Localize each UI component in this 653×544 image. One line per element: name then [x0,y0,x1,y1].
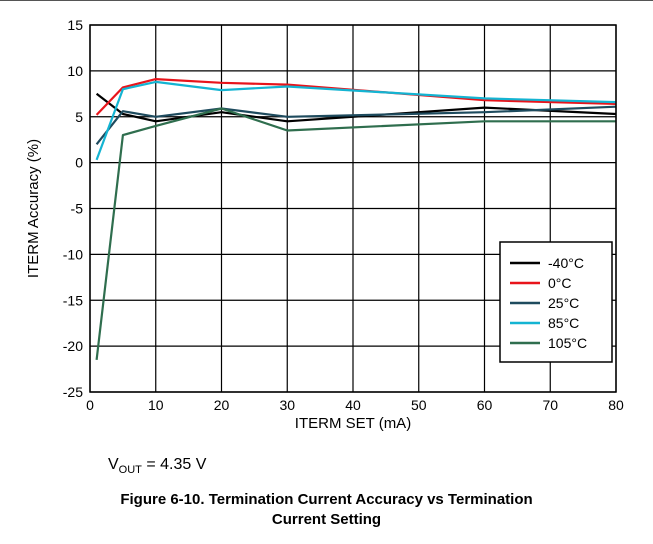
y-tick-labels: 15 10 5 0 -5 -10 -15 -20 -25 [63,17,83,400]
figure-caption-line-1: Figure 6-10. Termination Current Accurac… [120,491,533,508]
y-axis-label: ITERM Accuracy (%) [25,139,42,278]
x-tick-label: 0 [86,397,94,413]
y-tick-label: -15 [63,292,83,308]
y-tick-label: -20 [63,338,83,354]
x-tick-label: 40 [345,397,361,413]
y-tick-label: 5 [75,109,83,125]
plot-frame [89,24,617,393]
series-lines [95,77,617,361]
y-tick-label: 15 [67,17,83,33]
figure-caption-line-2: Current Setting [271,511,382,528]
x-tick-label: 80 [608,397,624,413]
y-tick-label: -10 [63,246,83,262]
vout-note-prefix: V [108,456,119,473]
y-tick-label: -5 [71,201,84,217]
legend-label: 0°C [548,275,572,291]
legend-label: 105°C [548,335,587,351]
x-tick-label: 60 [477,397,493,413]
series-line [95,77,617,116]
figure-caption: Figure 6-10. Termination Current Accurac… [0,490,653,530]
series-line [95,92,617,123]
series-line [95,107,616,361]
vout-note-suffix: = 4.35 V [141,456,207,473]
legend: -40°C 0°C 25°C 85°C 105°C [499,241,613,363]
x-tick-label: 50 [411,397,427,413]
vout-note: VOUT = 4.35 V [108,456,206,476]
x-tick-labels: 0 10 20 30 40 50 60 70 80 [86,397,624,413]
y-tick-label: 0 [75,155,83,171]
series-line [95,80,617,161]
x-tick-label: 20 [214,397,230,413]
legend-label: -40°C [548,255,584,271]
series-line [95,105,617,145]
x-tick-label: 10 [148,397,164,413]
y-tick-label: -25 [63,384,83,400]
x-tick-label: 30 [279,397,295,413]
legend-label: 85°C [548,315,579,331]
x-tick-label: 70 [542,397,558,413]
x-axis-label: ITERM SET (mA) [295,415,411,432]
top-rule [0,0,653,1]
legend-label: 25°C [548,295,579,311]
vout-note-sub: OUT [118,464,142,477]
y-tick-label: 10 [67,63,83,79]
